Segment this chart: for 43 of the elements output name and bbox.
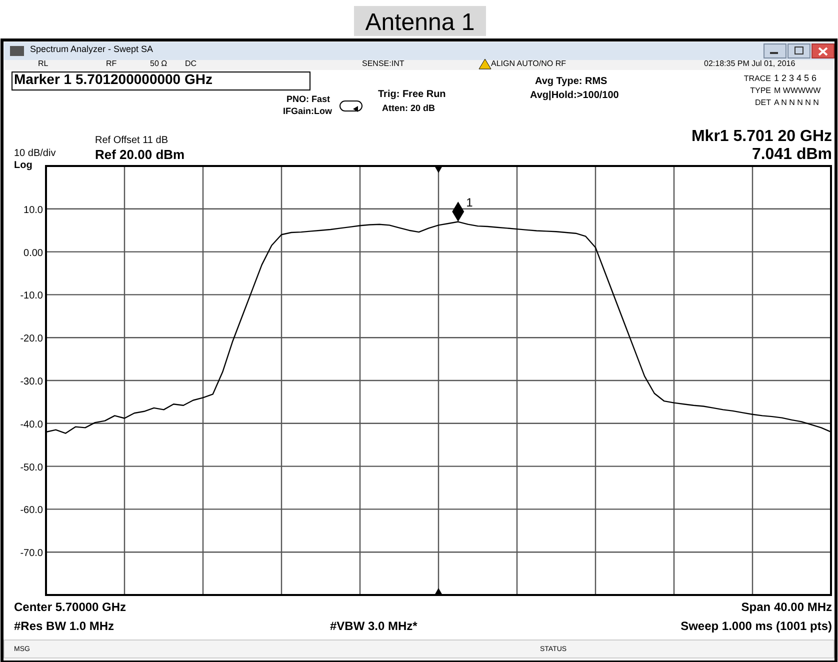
text: Spectrum Analyzer - Swept SA [30,44,154,54]
y-tick-label: -40.0 [20,419,44,430]
chart-title: Antenna 1 [365,9,475,36]
text: #VBW 3.0 MHz* [330,619,418,633]
y-tick-label: 10.0 [24,204,44,216]
annotation: 1 [466,196,474,210]
text: M WWWWW [774,86,822,95]
text: RL [38,59,49,68]
text: DET [755,98,772,107]
text: 50 Ω [150,59,168,68]
text: Ref Offset 11 dB [95,135,168,146]
y-tick-label: -30.0 [20,376,44,388]
text: Trig: Free Run [378,89,446,100]
y-tick-label: -20.0 [20,334,44,345]
text: Marker 1 5.701200000000 GHz [14,71,212,87]
text: Ref 20.00 dBm [95,147,185,162]
y-tick-label: -60.0 [20,505,44,516]
text: Log [14,160,32,171]
text: Atten: 20 dB [382,103,436,113]
text: Sweep 1.000 ms (1001 pts) [680,619,832,633]
text: Span 40.00 MHz [741,600,832,614]
text: 10 dB/div [14,148,56,159]
y-tick-label: -50.0 [20,462,44,474]
text: DC [185,59,197,68]
text: Center 5.70000 GHz [14,600,126,614]
y-tick-label: 0.00 [24,248,44,259]
text: TRACE [744,74,771,83]
text: Mkr1 5.701 20 GHz [691,128,832,145]
text: 1 2 3 4 5 6 [774,73,817,83]
text: 02:18:35 PM Jul 01, 2016 [704,59,796,68]
y-tick-label: -70.0 [20,548,44,560]
text: Avg Type: RMS [535,76,608,87]
text: A N N N N N [774,98,820,107]
text: ALIGN AUTO/NO RF [491,59,566,68]
text: TYPE [750,86,771,95]
text: 7.041 dBm [752,146,832,163]
text: SENSE:INT [362,59,404,68]
text: PNO: Fast [286,94,330,104]
text: Avg|Hold:>100/100 [530,90,620,101]
text: IFGain:Low [283,106,333,116]
y-tick-label: -10.0 [20,290,44,302]
text: RF [106,59,117,68]
text: #Res BW 1.0 MHz [14,619,114,633]
